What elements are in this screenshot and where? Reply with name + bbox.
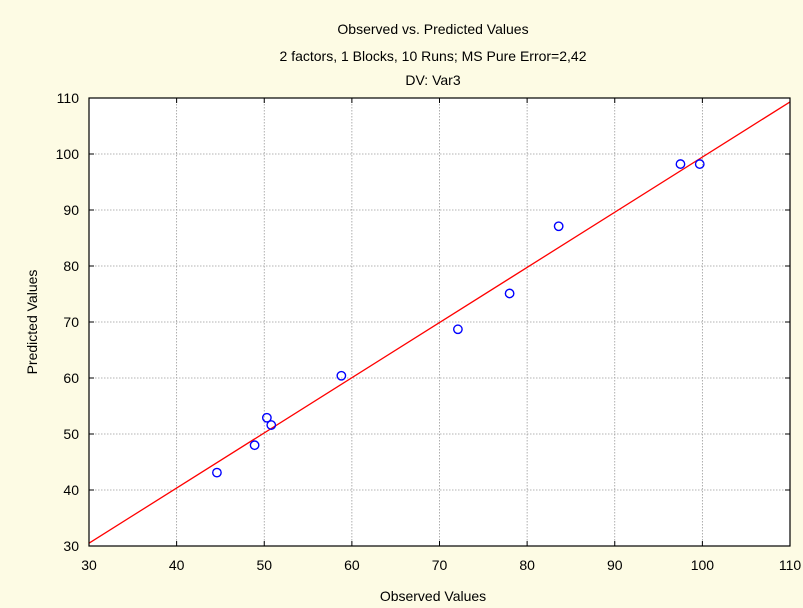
x-tick-label: 40 (169, 557, 185, 573)
chart-subtitle-dv: DV: Var3 (405, 72, 460, 88)
x-tick-label: 110 (779, 557, 802, 573)
chart-title: Observed vs. Predicted Values (337, 21, 528, 37)
x-tick-label: 50 (256, 557, 272, 573)
y-tick-label: 90 (63, 202, 79, 218)
x-tick-label: 70 (432, 557, 448, 573)
x-axis-title: Observed Values (380, 588, 486, 604)
y-tick-label: 70 (63, 314, 79, 330)
y-tick-label: 110 (57, 90, 80, 106)
x-tick-label: 100 (691, 557, 715, 573)
chart-subtitle: 2 factors, 1 Blocks, 10 Runs; MS Pure Er… (280, 48, 587, 64)
y-axis-title: Predicted Values (24, 270, 40, 375)
x-tick-label: 30 (81, 557, 97, 573)
y-tick-label: 30 (63, 538, 79, 554)
x-tick-label: 60 (344, 557, 360, 573)
y-tick-label: 40 (63, 482, 79, 498)
y-tick-label: 80 (63, 258, 79, 274)
y-tick-label: 100 (56, 146, 80, 162)
y-tick-label: 60 (63, 370, 79, 386)
x-tick-label: 90 (607, 557, 623, 573)
y-tick-label: 50 (63, 426, 79, 442)
x-tick-label: 80 (519, 557, 535, 573)
